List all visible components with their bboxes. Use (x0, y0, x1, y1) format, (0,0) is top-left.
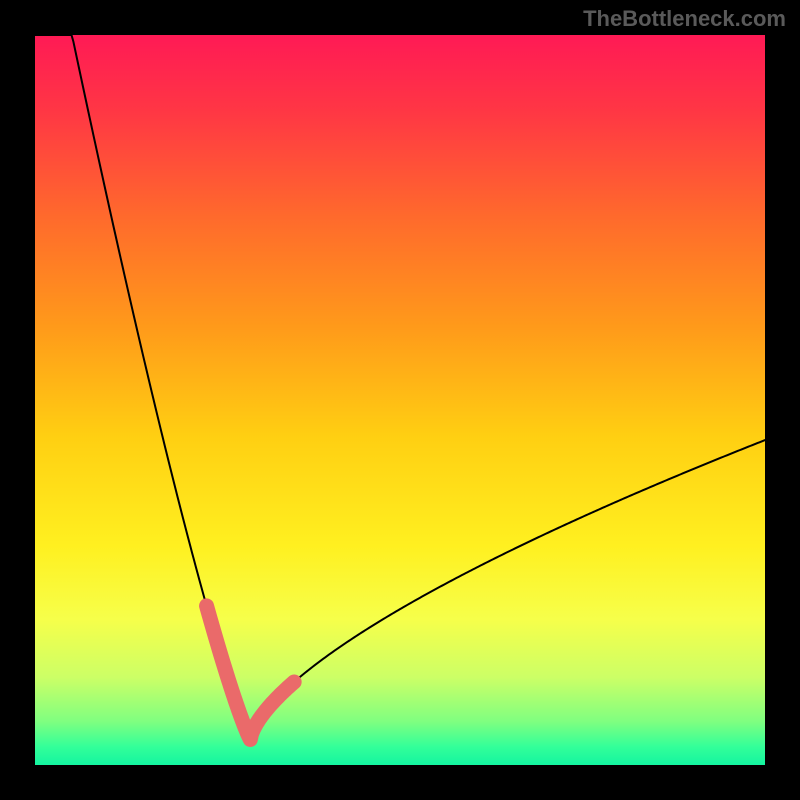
watermark-text: TheBottleneck.com (583, 6, 786, 32)
bottleneck-curve (35, 35, 765, 739)
plot-area (35, 35, 765, 765)
curve-overlay (35, 35, 765, 765)
chart-container: TheBottleneck.com (0, 0, 800, 800)
bottleneck-highlight (207, 606, 295, 740)
